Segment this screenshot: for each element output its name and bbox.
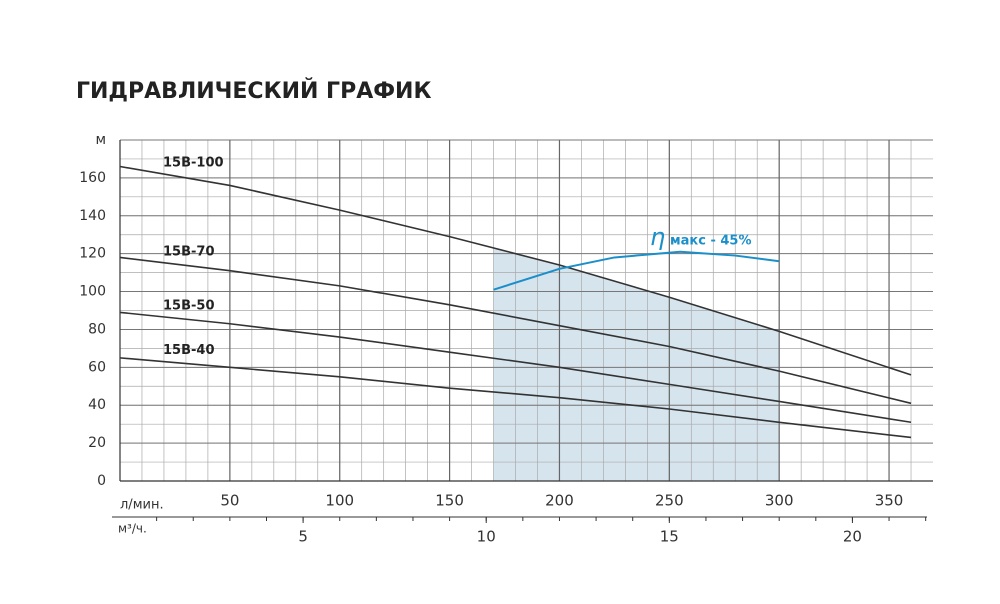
- series-line: [119, 357, 912, 439]
- series-label: 15B-100: [163, 156, 224, 171]
- efficiency-line: [493, 250, 780, 291]
- x-tick-label: 300: [765, 492, 794, 510]
- y-tick-label: 60: [88, 359, 106, 375]
- y-tick-label: 160: [79, 170, 106, 186]
- chart-title: ГИДРАВЛИЧЕСКИЙ ГРАФИК: [76, 78, 431, 104]
- x-axis-label: л/мин.: [120, 498, 164, 513]
- y-tick-label: 100: [79, 284, 106, 300]
- y-tick-label: 40: [88, 397, 106, 413]
- series-line: [119, 165, 912, 376]
- efficiency-label: макс - 45%: [670, 234, 752, 249]
- x-tick-label: 50: [220, 492, 239, 510]
- x-tick-label: 350: [875, 492, 904, 510]
- x2-axis-label: м³/ч.: [118, 522, 147, 536]
- y-tick-label: 20: [88, 435, 106, 451]
- highlight-area: [493, 247, 780, 481]
- y-tick-label: 140: [79, 208, 106, 224]
- x-tick-label: 250: [655, 492, 684, 510]
- series-label: 15B-70: [163, 244, 215, 259]
- x-tick-label: 100: [325, 492, 354, 510]
- y-tick-label: 0: [97, 473, 106, 489]
- efficiency-symbol: η: [650, 223, 665, 251]
- x-tick-label: 200: [545, 492, 574, 510]
- series-line: [119, 311, 912, 424]
- x-tick-label: 150: [435, 492, 464, 510]
- x2-tick-label: 15: [660, 528, 679, 546]
- series-line: [119, 256, 912, 405]
- x2-tick-label: 5: [298, 528, 308, 546]
- y-tick-label: 120: [79, 246, 106, 262]
- y-tick-label: 80: [88, 321, 106, 337]
- x2-tick-label: 20: [843, 528, 862, 546]
- x2-tick-label: 10: [477, 528, 496, 546]
- y-tick-label: м: [95, 132, 106, 148]
- series-label: 15B-40: [163, 343, 215, 358]
- series-label: 15B-50: [163, 298, 215, 313]
